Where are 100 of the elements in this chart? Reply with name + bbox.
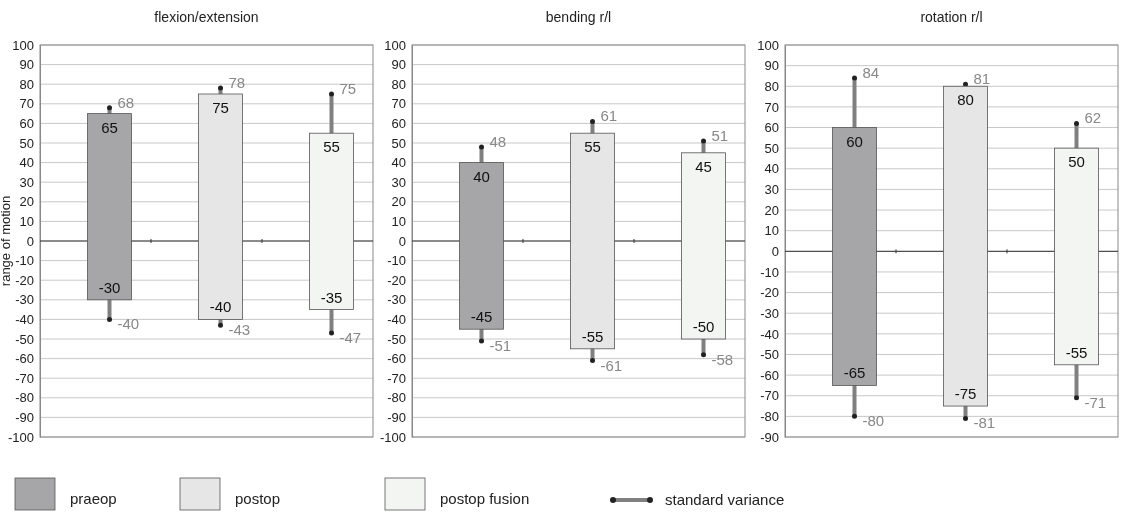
- y-tick-label: -50: [760, 347, 779, 363]
- y-tick-label: -40: [15, 312, 34, 328]
- y-tick-label: -40: [760, 326, 779, 342]
- y-tick-label: -10: [387, 253, 406, 269]
- annotation: 75: [212, 99, 229, 116]
- y-tick-label: 20: [19, 194, 34, 210]
- annotation: 78: [228, 74, 246, 92]
- y-tick-label: -30: [15, 292, 34, 308]
- y-tick-label: 30: [391, 174, 406, 190]
- annotation: -30: [98, 278, 121, 296]
- y-tick-label: -50: [15, 331, 34, 347]
- y-tick-label: -100: [379, 429, 406, 445]
- y-tick-label: -10: [15, 253, 34, 269]
- y-tick-label: 80: [391, 76, 406, 92]
- y-tick-label: 20: [391, 194, 406, 210]
- y-tick-label: 70: [391, 96, 406, 112]
- y-tick-label: -10: [760, 264, 779, 280]
- bar: [832, 127, 877, 386]
- y-tick-label: -80: [387, 390, 406, 406]
- legend-label: postop: [235, 490, 281, 507]
- annotation: -47: [339, 329, 362, 347]
- y-tick-label: -20: [760, 285, 779, 301]
- y-tick-label: -90: [760, 429, 779, 445]
- annotation: -55: [1065, 343, 1088, 361]
- y-tick-label: 80: [764, 78, 779, 94]
- y-tick-label: -80: [15, 390, 34, 406]
- y-tick-label: 0: [26, 233, 34, 249]
- y-tick-label: -100: [7, 429, 34, 445]
- chart-title: rotation r/l: [920, 9, 983, 25]
- annotation: -55: [581, 327, 604, 345]
- y-tick-label: 100: [757, 37, 779, 53]
- bar: [309, 132, 354, 310]
- annotation: -35: [320, 288, 343, 306]
- y-tick-label: 30: [764, 182, 779, 198]
- annotation: 48: [489, 132, 507, 150]
- y-tick-label: 0: [771, 243, 779, 259]
- y-tick-label: -80: [760, 409, 779, 425]
- y-tick-label: -50: [387, 331, 406, 347]
- annotation: 75: [339, 80, 357, 97]
- annotation: 51: [711, 127, 729, 145]
- y-tick-label: -30: [387, 292, 406, 308]
- y-tick-label: -20: [387, 272, 406, 288]
- y-tick-label: 50: [764, 140, 779, 156]
- y-tick-label: 70: [764, 99, 779, 115]
- annotation: -40: [117, 315, 140, 333]
- legend-label: praeop: [70, 490, 117, 507]
- y-tick-label: 100: [384, 37, 406, 53]
- annotation: 81: [973, 70, 991, 88]
- annotation: 84: [862, 64, 880, 82]
- annotation: -81: [973, 414, 996, 432]
- annotation: 80: [957, 91, 974, 109]
- annotation: -40: [209, 298, 232, 316]
- y-tick-label: 50: [391, 135, 406, 151]
- bar: [1054, 147, 1099, 366]
- annotation: -65: [843, 364, 866, 382]
- y-tick-label: -60: [387, 351, 406, 367]
- annotation: 61: [600, 107, 618, 125]
- y-tick-label: 10: [19, 214, 34, 230]
- y-tick-label: 60: [764, 120, 779, 136]
- y-tick-label: -90: [387, 410, 406, 426]
- annotation: -71: [1084, 393, 1107, 411]
- annotation: -45: [470, 308, 493, 326]
- y-tick-label: 70: [19, 96, 34, 112]
- annotation: 65: [101, 118, 118, 136]
- y-axis-title: range of motion: [0, 195, 13, 287]
- y-tick-label: 20: [764, 202, 779, 218]
- annotation: 40: [473, 167, 490, 185]
- bar: [87, 113, 132, 301]
- y-tick-label: -70: [15, 370, 34, 386]
- y-tick-label: 40: [19, 155, 34, 171]
- annotation: 68: [117, 93, 135, 111]
- y-tick-label: 40: [764, 161, 779, 177]
- bar: [570, 132, 615, 350]
- y-tick-label: 90: [764, 58, 779, 74]
- y-tick-label: -70: [760, 388, 779, 404]
- y-tick-label: 40: [391, 155, 406, 171]
- y-tick-label: 100: [12, 37, 34, 53]
- annotation: -80: [862, 412, 885, 430]
- chart-title: flexion/extension: [154, 9, 259, 25]
- annotation: 60: [846, 132, 863, 150]
- y-tick-label: -90: [15, 410, 34, 426]
- annotation: 62: [1084, 109, 1102, 127]
- y-tick-label: -70: [387, 370, 406, 386]
- annotation: -51: [489, 336, 512, 354]
- bar: [198, 93, 243, 320]
- y-tick-label: 90: [391, 57, 406, 73]
- y-tick-label: 10: [391, 214, 406, 230]
- chart-title: bending r/l: [545, 9, 612, 25]
- y-tick-label: 80: [19, 76, 34, 92]
- y-tick-label: -60: [760, 367, 779, 383]
- annotation: -58: [711, 350, 734, 368]
- y-tick-label: 10: [764, 223, 779, 239]
- annotation: -50: [692, 318, 715, 335]
- text: standard variance: [665, 491, 785, 508]
- y-tick-label: 60: [391, 116, 406, 132]
- annotation: 55: [584, 138, 601, 156]
- y-tick-label: 50: [19, 135, 34, 151]
- annotation: 55: [323, 138, 340, 156]
- y-tick-label: 90: [19, 57, 34, 73]
- annotation: -75: [954, 385, 977, 403]
